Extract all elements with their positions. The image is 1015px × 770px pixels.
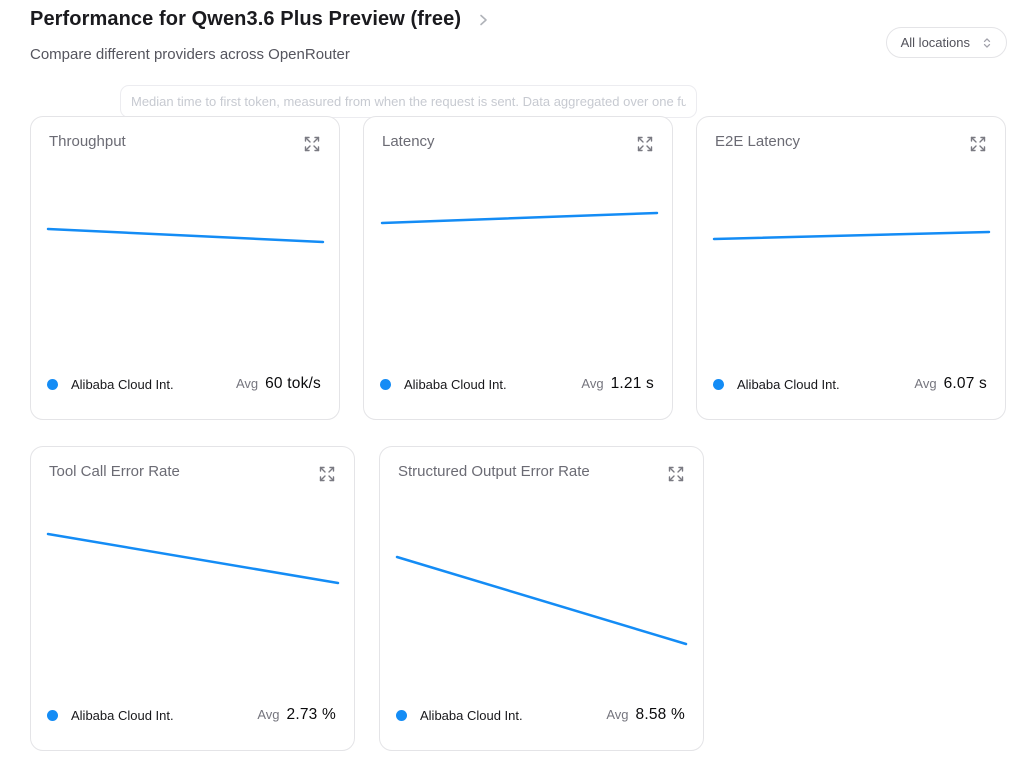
provider-label: Alibaba Cloud Int.: [71, 707, 174, 723]
provider-label: Alibaba Cloud Int.: [404, 376, 507, 392]
page-title: Performance for Qwen3.6 Plus Preview (fr…: [30, 8, 462, 30]
card-title: E2E Latency: [715, 133, 801, 150]
avg-stat: Avg 8.58 %: [606, 706, 685, 724]
series-dot: [713, 378, 724, 390]
avg-stat: Avg 1.21 s: [581, 375, 654, 393]
card-header: Structured Output Error Rate: [380, 447, 703, 485]
avg-stat: Avg 2.73 %: [257, 706, 336, 724]
card-title: Structured Output Error Rate: [398, 463, 590, 480]
avg-label: Avg: [581, 376, 604, 391]
line-chart: [712, 230, 991, 241]
provider-label: Alibaba Cloud Int.: [71, 376, 174, 392]
provider-label: Alibaba Cloud Int.: [420, 707, 523, 723]
series-dot: [380, 378, 391, 390]
card-title: Tool Call Error Rate: [49, 463, 180, 480]
card-legend: Alibaba Cloud Int. Avg 60 tok/s: [31, 375, 339, 393]
avg-value: 1.21 s: [610, 375, 654, 392]
card-legend: Alibaba Cloud Int. Avg 8.58 %: [380, 706, 703, 724]
avg-label: Avg: [914, 376, 937, 391]
card-title: Throughput: [49, 133, 126, 150]
card-legend: Alibaba Cloud Int. Avg 2.73 %: [31, 706, 354, 724]
line-chart: [46, 532, 340, 585]
location-filter-select[interactable]: All locations: [885, 27, 1007, 58]
avg-label: Avg: [257, 707, 280, 722]
expand-button[interactable]: [967, 133, 989, 155]
page-subtitle: Compare different providers across OpenR…: [30, 46, 350, 63]
series-dot: [47, 709, 58, 721]
tool-call-error-rate-card: Tool Call Error Rate Alibaba Cloud Int. …: [30, 446, 355, 751]
card-header: E2E Latency: [697, 117, 1005, 155]
avg-label: Avg: [235, 376, 259, 391]
series-line: [46, 532, 340, 585]
line-chart: [46, 227, 325, 244]
expand-button[interactable]: [301, 133, 323, 155]
expand-icon: [970, 136, 986, 152]
avg-stat: Avg 6.07 s: [914, 375, 987, 393]
card-header: Throughput: [31, 117, 339, 155]
avg-value: 6.07 s: [943, 375, 987, 392]
card-title: Latency: [382, 133, 435, 150]
series-line: [46, 227, 325, 244]
structured-output-error-rate-card: Structured Output Error Rate Alibaba Clo…: [379, 446, 704, 751]
avg-value: 8.58 %: [635, 706, 685, 723]
card-legend: Alibaba Cloud Int. Avg 6.07 s: [697, 375, 1005, 393]
avg-label: Avg: [606, 707, 629, 722]
series-line: [712, 230, 991, 241]
e2e-latency-card: E2E Latency Alibaba Cloud Int. Avg 6.07 …: [696, 116, 1006, 420]
location-filter-value: All locations: [900, 35, 970, 50]
expand-icon: [637, 136, 653, 152]
avg-value: 2.73 %: [286, 706, 336, 723]
avg-stat: Avg 60 tok/s: [236, 375, 321, 393]
provider-label: Alibaba Cloud Int.: [737, 376, 840, 392]
expand-button[interactable]: [665, 463, 687, 485]
select-chevrons-icon: [983, 37, 991, 48]
card-legend: Alibaba Cloud Int. Avg 1.21 s: [364, 375, 672, 393]
expand-icon: [304, 136, 320, 152]
avg-value: 60 tok/s: [265, 375, 321, 392]
line-chart: [395, 555, 688, 646]
series-dot: [396, 709, 407, 721]
expand-button[interactable]: [634, 133, 656, 155]
page-header: Performance for Qwen3.6 Plus Preview (fr…: [30, 8, 491, 31]
latency-card: Latency Alibaba Cloud Int. Avg 1.21 s: [363, 116, 673, 420]
series-line: [395, 555, 688, 646]
tooltip: Median time to first token, measured fro…: [120, 85, 697, 118]
expand-icon: [668, 466, 684, 482]
throughput-card: Throughput Alibaba Cloud Int. Avg 60 tok…: [30, 116, 340, 420]
expand-button[interactable]: [316, 463, 338, 485]
expand-icon: [319, 466, 335, 482]
series-dot: [47, 378, 58, 390]
chevron-right-icon[interactable]: [475, 12, 491, 28]
card-header: Tool Call Error Rate: [31, 447, 354, 485]
card-header: Latency: [364, 117, 672, 155]
line-chart: [380, 211, 659, 225]
series-line: [380, 211, 659, 225]
tooltip-text: Median time to first token, measured fro…: [131, 94, 686, 109]
